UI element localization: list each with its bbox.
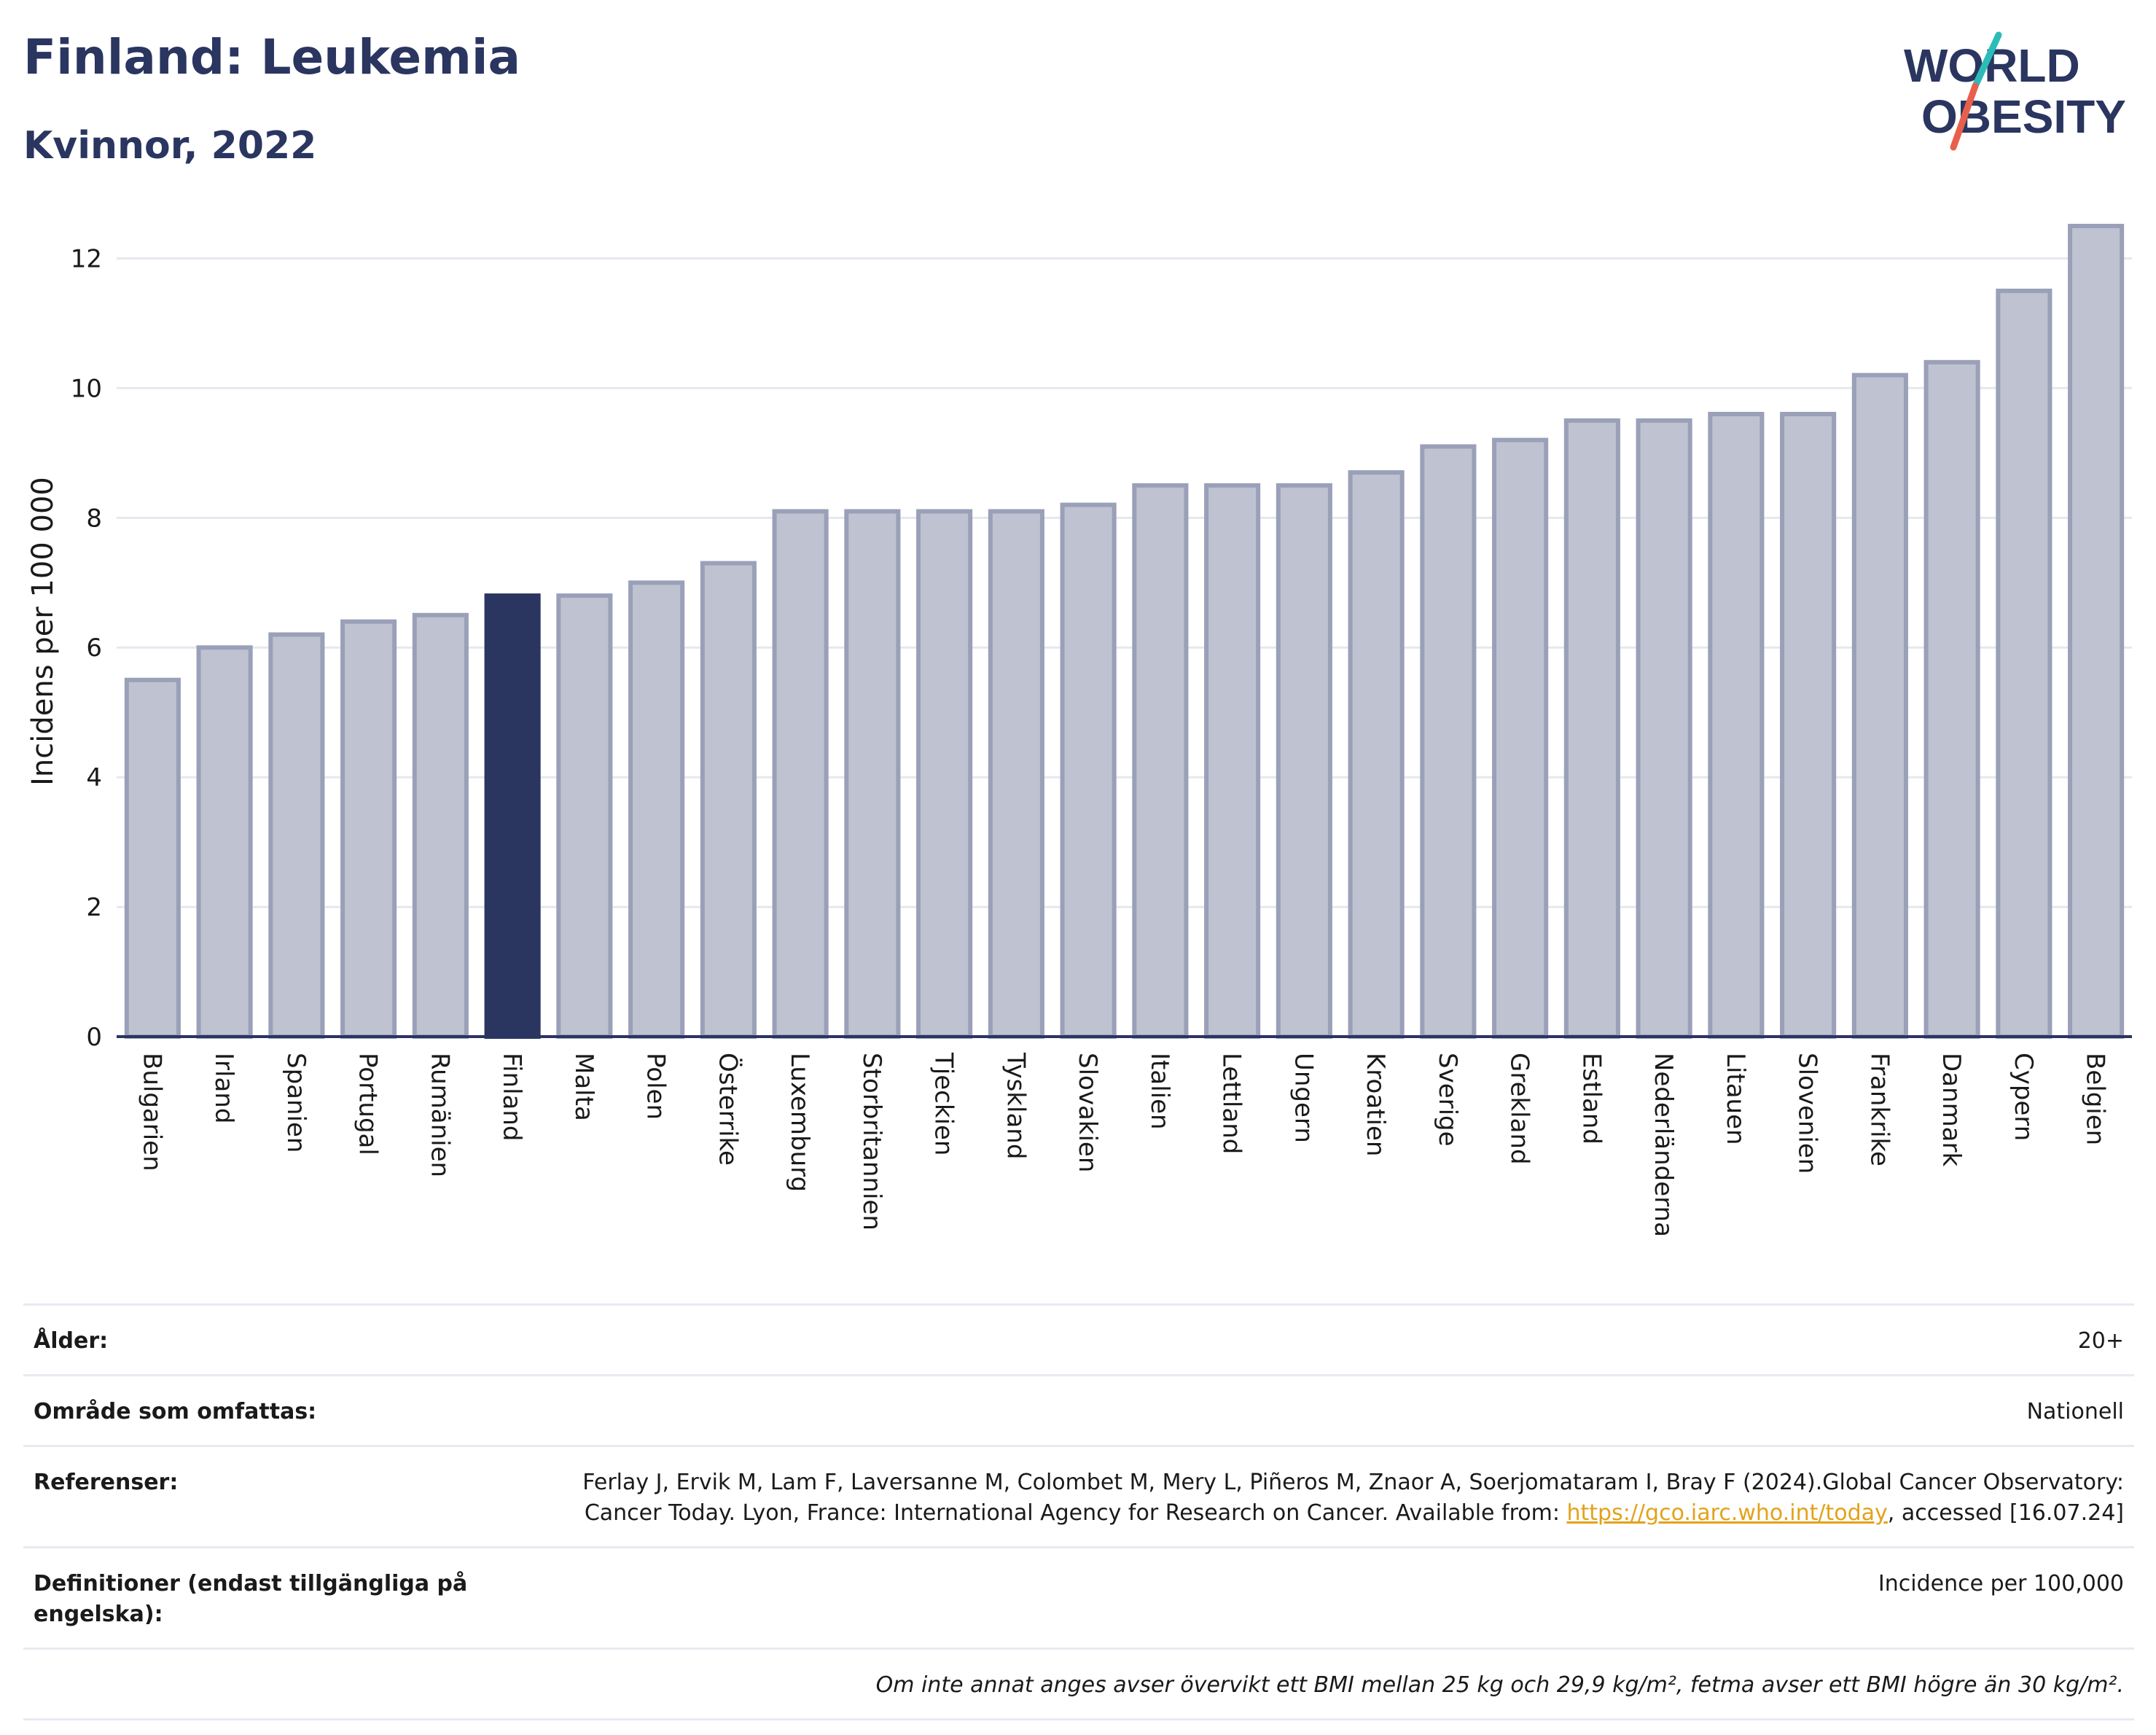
meta-row-age: Ålder: 20+ [23,1303,2134,1374]
world-obesity-logo: WORLD OBESITY [1904,31,2126,151]
bar [1204,483,1261,1039]
x-tick-label: Malta [569,1053,598,1121]
bar [1420,444,1477,1039]
bar-chart: 0 2 4 6 8 10 12 Incidens per 100 000 Bulgarien Ir… [26,224,2132,1237]
x-tick-label: Belgien [2081,1053,2110,1145]
references-text: Ferlay J, Ervik M, Lam F, Laversanne M, … [582,1470,2124,1526]
x-tick-label: Luxemburg [785,1053,814,1192]
references-label: Referenser: [34,1470,179,1495]
area-value: Nationell [2026,1399,2124,1424]
bar [916,509,973,1039]
x-tick-label: Rumänien [425,1053,454,1177]
x-tick-label: Grekland [1505,1053,1534,1165]
y-tick-label: 8 [86,504,102,533]
bar [700,561,757,1039]
y-tick-label: 10 [71,374,102,403]
x-tick-label: Danmark [1937,1053,1966,1166]
bar [1708,411,1765,1039]
bar [1563,418,1620,1039]
x-tick-label: Frankrike [1864,1053,1894,1166]
x-tick-label: Lettland [1217,1053,1246,1154]
x-tick-label: Estland [1577,1053,1606,1145]
x-tick-label: Tyskland [1001,1052,1030,1159]
y-tick-label: 0 [86,1023,102,1052]
bar [988,509,1044,1039]
meta-row-area: Område som omfattas: Nationell [23,1374,2134,1445]
bar [340,619,397,1039]
bar [1492,437,1549,1039]
bar [1851,373,1908,1040]
bar [1060,502,1117,1039]
meta-row-references: Referenser: Ferlay J, Ervik M, Lam F, La… [23,1445,2134,1546]
bar [196,645,253,1039]
area-label: Område som omfattas: [34,1399,317,1424]
x-tick-label: Nederländerna [1649,1053,1678,1237]
bar [1276,483,1332,1039]
y-axis-label: Incidens per 100 000 [26,477,60,786]
bar [268,632,325,1039]
bmi-note: Om inte annat anges avser övervikt ett B… [875,1672,2124,1698]
references-accessed: , accessed [16.07.24] [1887,1500,2124,1526]
x-tick-label: Cypern [2009,1053,2038,1141]
x-tick-label: Ungern [1289,1053,1318,1143]
bar [1996,288,2053,1039]
bar [556,593,613,1039]
x-tick-label: Finland [497,1053,526,1142]
y-tick-label: 4 [86,763,102,792]
x-tick-label: Spanien [281,1053,310,1153]
definitions-value: Incidence per 100,000 [1878,1571,2124,1596]
references-value: Ferlay J, Ervik M, Lam F, Laversanne M, … [500,1467,2124,1529]
x-tick-label: Tjeckien [929,1052,958,1155]
x-tick-label: Kroatien [1361,1053,1390,1156]
age-label: Ålder: [34,1328,109,1354]
x-tick-label: Slovenien [1793,1053,1822,1174]
bar [2068,224,2125,1039]
logo-red-slash [1950,82,1979,151]
x-tick-label: Sverige [1433,1053,1462,1147]
x-tick-label: Italien [1145,1053,1174,1130]
bar [628,580,685,1039]
x-tick-label: Österrike [713,1053,743,1166]
metadata-table: Ålder: 20+ Område som omfattas: Nationel… [23,1303,2134,1720]
note-spacer [34,1670,500,1701]
page-title: Finland: Leukemia [23,29,521,85]
definitions-label: Definitioner (endast tillgängliga på eng… [34,1571,468,1627]
bar [1348,470,1405,1040]
page-subtitle: Kvinnor, 2022 [23,124,317,168]
x-tick-label: Polen [641,1053,671,1120]
x-tick-label: Portugal [354,1053,383,1155]
x-tick-label: Storbritannien [857,1053,886,1231]
y-tick-label: 6 [86,633,102,663]
bar [484,593,541,1039]
bar [1780,411,1837,1039]
logo-line2: OBESITY [1921,90,2126,143]
x-tick-label: Litauen [1721,1053,1750,1145]
bar [1132,483,1189,1039]
bar [124,677,181,1039]
bar [1636,418,1692,1039]
bar [412,612,469,1039]
y-tick-label: 12 [71,244,102,273]
bar [844,509,901,1039]
x-tick-label: Irland [209,1053,238,1123]
bar [1923,359,1980,1040]
bar [772,509,829,1039]
meta-row-definitions: Definitioner (endast tillgängliga på eng… [23,1546,2134,1648]
x-tick-label: Bulgarien [137,1053,166,1171]
y-tick-label: 2 [86,893,102,922]
meta-row-note: Om inte annat anges avser övervikt ett B… [23,1648,2134,1720]
x-tick-label: Slovakien [1073,1053,1102,1172]
logo-teal-slash [1972,31,2002,90]
age-value: 20+ [2077,1328,2124,1354]
references-link[interactable]: https://gco.iarc.who.int/today [1566,1500,1888,1526]
